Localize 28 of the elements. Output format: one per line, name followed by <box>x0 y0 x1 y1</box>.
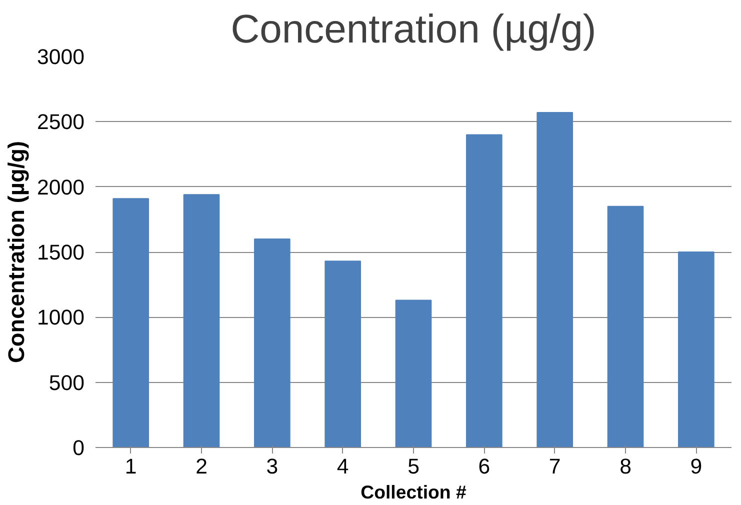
x-axis-title: Collection # <box>360 482 467 502</box>
y-tick-label: 500 <box>48 370 85 395</box>
y-tick-label: 2500 <box>37 110 85 134</box>
y-tick-label: 1000 <box>37 306 85 330</box>
bar <box>324 260 361 448</box>
y-tick-label: 0 <box>72 436 85 460</box>
x-tick-label: 2 <box>196 454 208 478</box>
x-tick-label: 6 <box>478 454 490 478</box>
bar <box>112 198 149 448</box>
bar <box>395 300 432 448</box>
bar <box>536 112 573 448</box>
x-tick-label: 4 <box>336 454 349 478</box>
bar <box>183 194 220 448</box>
chart-title: Concentration (µg/g) <box>230 8 596 52</box>
bar <box>678 252 714 448</box>
y-axis-title: Concentration (µg/g) <box>3 141 30 363</box>
x-tick-label: 9 <box>690 454 702 478</box>
y-tick-label: 3000 <box>37 45 85 69</box>
x-tick-label: 3 <box>266 454 278 478</box>
y-tick-label: 1500 <box>37 240 85 264</box>
x-tick-label: 7 <box>548 454 561 478</box>
x-tick-label: 5 <box>408 454 420 478</box>
x-tick-label: 1 <box>124 454 137 478</box>
bar <box>607 206 644 448</box>
x-tick-label: 8 <box>620 454 632 478</box>
y-tick-label: 2000 <box>37 175 85 200</box>
bar <box>466 134 502 448</box>
bar <box>254 238 290 448</box>
